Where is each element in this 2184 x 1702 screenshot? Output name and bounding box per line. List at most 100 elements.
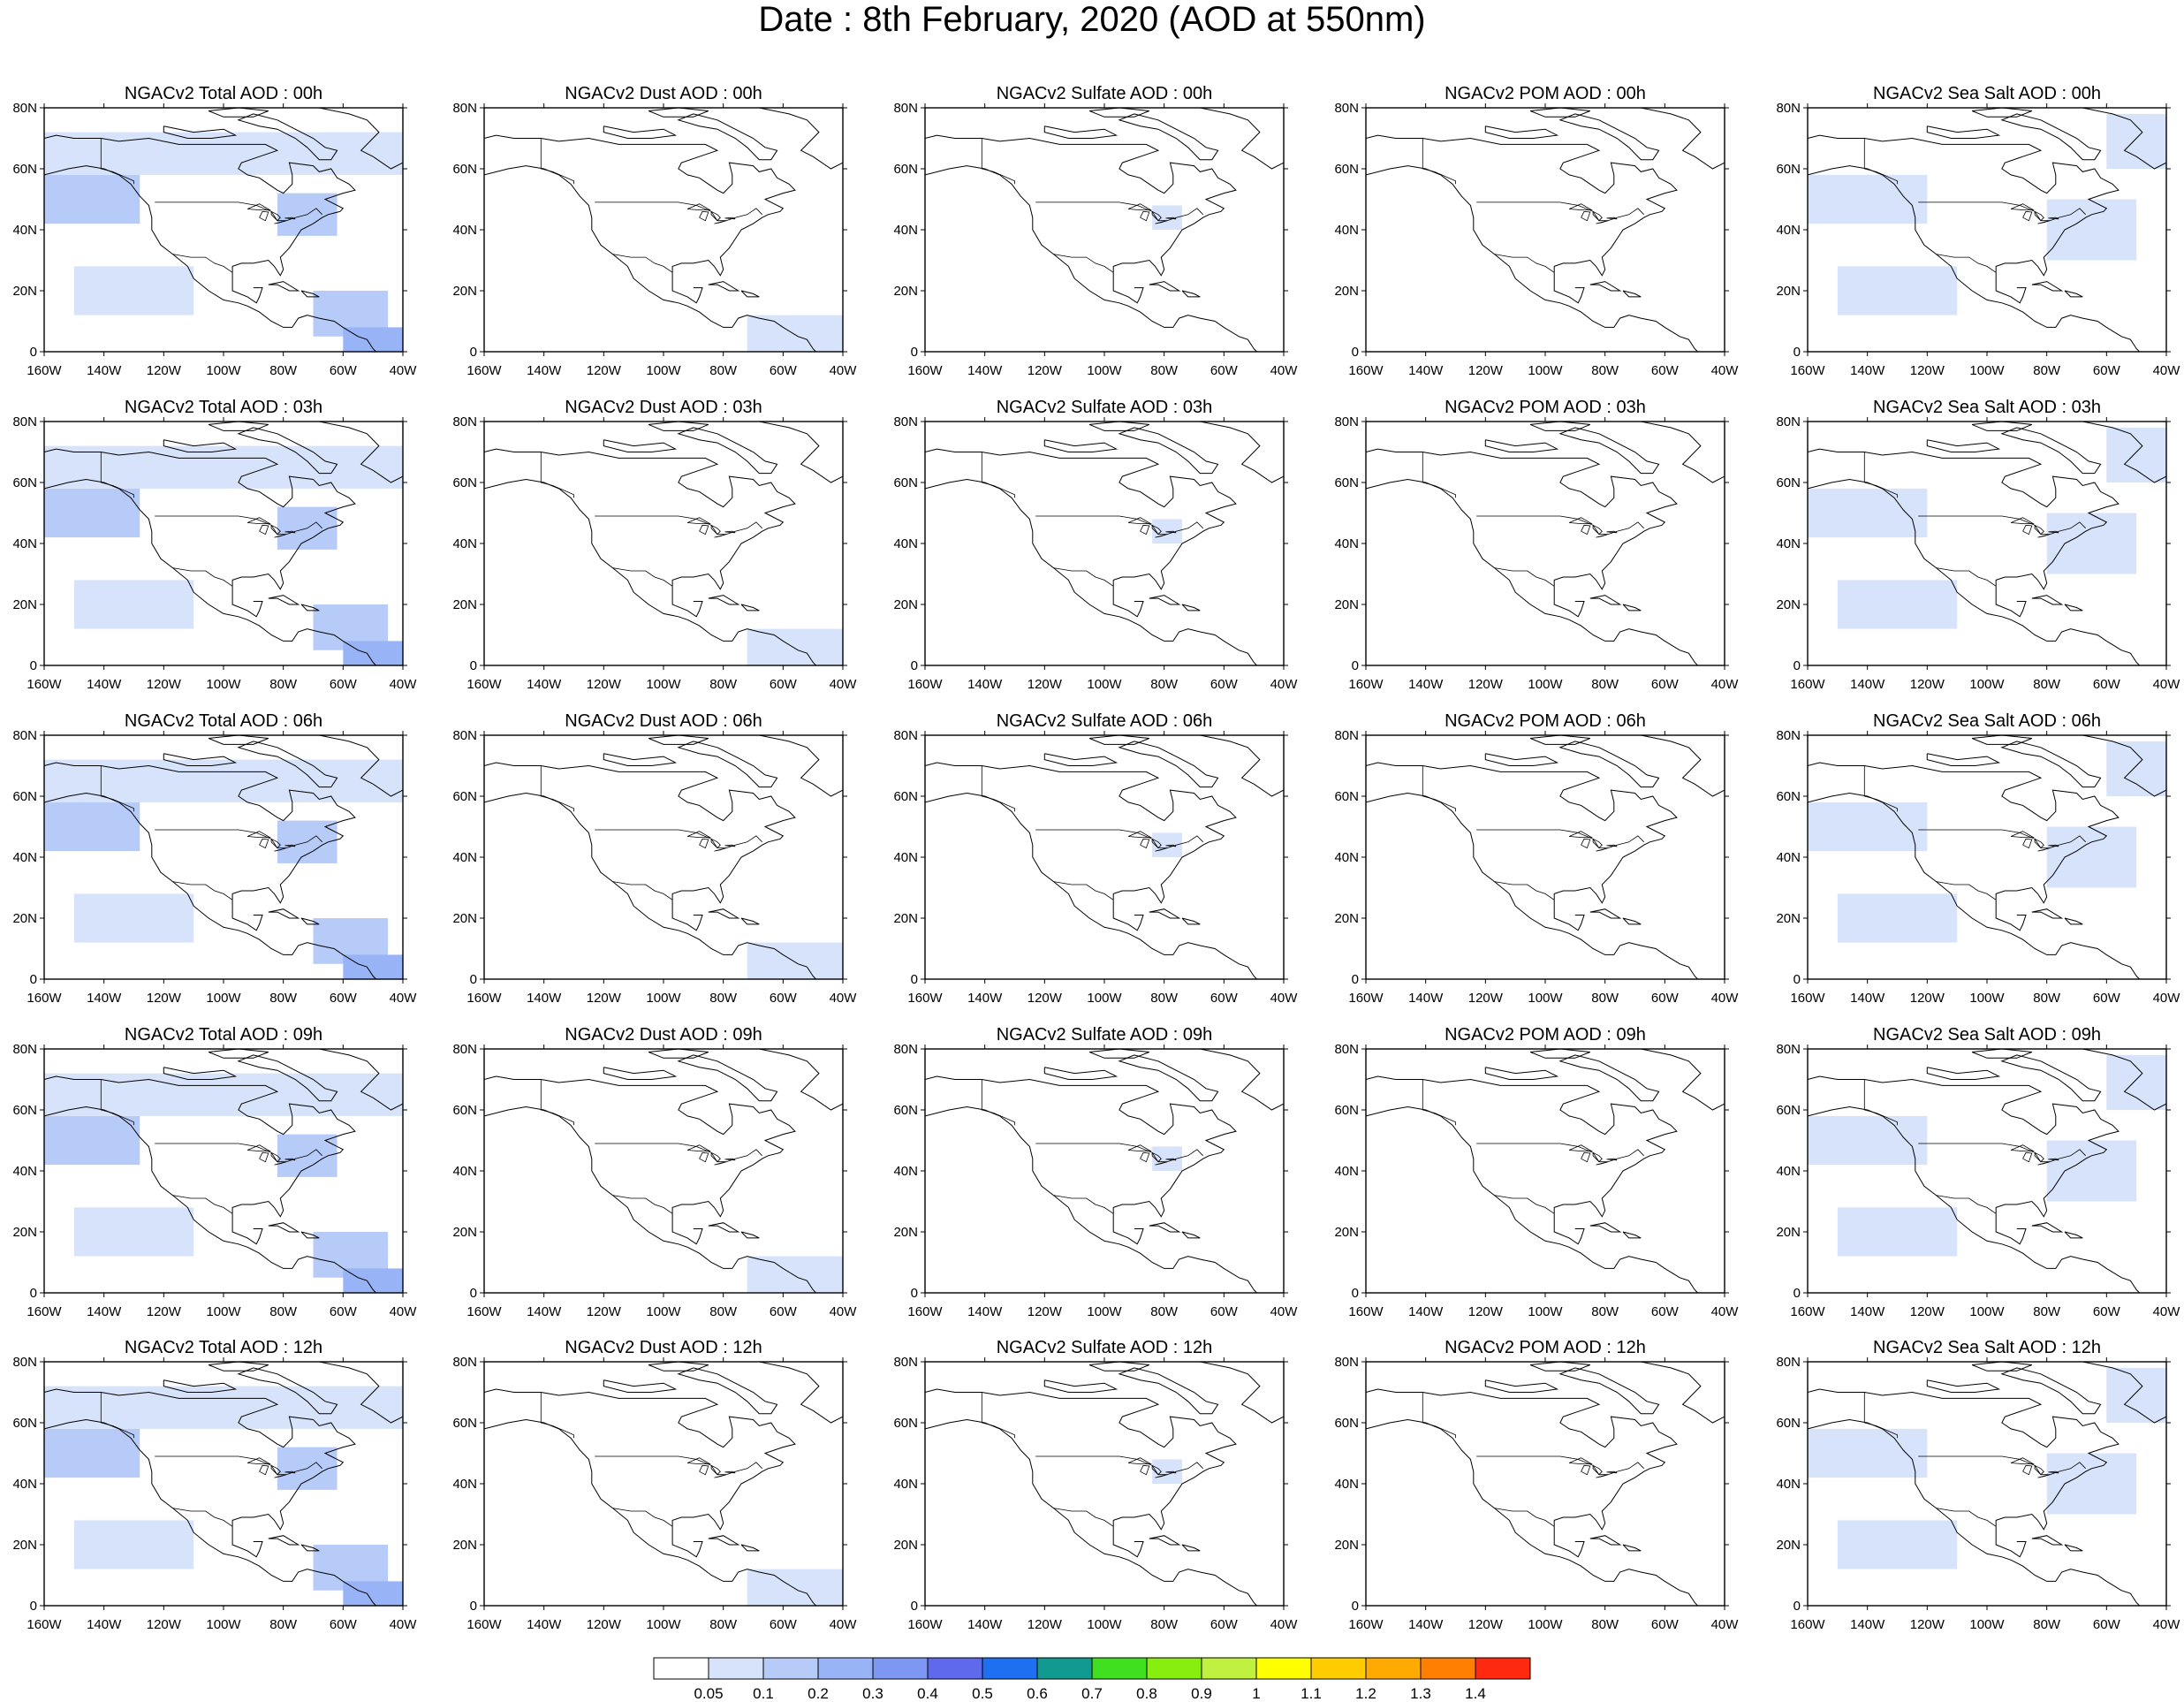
country-border: [1035, 829, 1203, 848]
coastline: [925, 1418, 1257, 1606]
lake-outline: [714, 1161, 727, 1166]
lake-outline: [1606, 1158, 1618, 1161]
lake-outline: [699, 524, 709, 536]
colorbar-label: 0.7: [1081, 1685, 1103, 1702]
country-border: [155, 829, 322, 848]
coastline: [231, 1526, 263, 1558]
coastline: [1149, 281, 1181, 292]
country-border: [100, 765, 134, 812]
country-border: [1035, 201, 1203, 222]
lat-tick-label: 80N: [452, 1355, 477, 1370]
colorbar-label: 0.5: [972, 1685, 993, 1702]
coastline: [231, 900, 263, 931]
lon-tick-label: 160W: [907, 1304, 943, 1319]
lat-tick-label: 60N: [1776, 475, 1801, 490]
lat-tick-label: 20N: [1334, 1225, 1359, 1240]
lat-tick-label: 20N: [1776, 597, 1801, 612]
lake-outline: [1568, 517, 1593, 524]
coastline: [268, 281, 300, 292]
map-panel: NGACv2 Sulfate AOD : 06h 80N 60N 40N 20N 0 160…: [893, 711, 1298, 1006]
coastline: [925, 165, 1257, 352]
lon-tick-label: 140W: [87, 1617, 122, 1632]
coastline: [231, 272, 263, 304]
lake-outline: [1165, 1470, 1177, 1474]
map-panel: NGACv2 Total AOD : 06h 80N 60N 40N 20N 0 160W 1…: [12, 711, 417, 1006]
aod-field-cell: [2046, 1453, 2137, 1515]
coastline: [319, 1362, 403, 1424]
aod-field-cell: [747, 628, 843, 665]
lake-outline: [1140, 1464, 1150, 1476]
lon-tick-label: 120W: [1468, 1617, 1504, 1632]
aod-field-cell: [747, 1256, 843, 1293]
lon-tick-label: 60W: [1210, 677, 1239, 692]
aod-field-cell: [747, 942, 843, 979]
coastline: [925, 1388, 1237, 1531]
country-border: [1053, 1195, 1114, 1214]
lat-tick-label: 60N: [893, 162, 918, 177]
coastline: [1112, 272, 1144, 304]
lon-tick-label: 80W: [2033, 1617, 2061, 1632]
lon-tick-label: 160W: [907, 991, 943, 1006]
lon-tick-label: 120W: [147, 677, 182, 692]
lat-tick-label: 20N: [1776, 284, 1801, 299]
lat-tick-label: 40N: [12, 1164, 37, 1179]
lake-outline: [2037, 1161, 2051, 1166]
coastline: [1589, 908, 1622, 919]
map-panel: NGACv2 Total AOD : 12h 80N 60N 40N 20N 0 160W 1…: [12, 1338, 417, 1632]
lat-tick-label: 60N: [1334, 789, 1359, 804]
lat-tick-label: 80N: [12, 101, 37, 116]
map-panel: NGACv2 Sea Salt AOD : 09h 80N 60N 40N 20N 0 16…: [1776, 1025, 2180, 1319]
lon-tick-label: 40W: [2153, 991, 2181, 1006]
lat-tick-label: 40N: [452, 1164, 477, 1179]
lake-outline: [284, 844, 296, 847]
coastline: [2031, 1222, 2064, 1233]
aod-field-cell: [343, 641, 403, 665]
lon-tick-label: 160W: [907, 363, 943, 378]
lon-tick-label: 80W: [1150, 991, 1179, 1006]
lon-tick-label: 100W: [1087, 991, 1122, 1006]
map-panel: NGACv2 POM AOD : 06h 80N 60N 40N 20N 0 160W 140…: [1334, 711, 1739, 1006]
lat-tick-label: 40N: [1776, 223, 1801, 238]
coastline: [300, 1544, 320, 1552]
coastline: [1366, 478, 1698, 665]
lon-tick-label: 160W: [466, 677, 502, 692]
colorbar-label: 1.2: [1355, 1685, 1376, 1702]
lake-outline: [246, 1457, 271, 1464]
lake-outline: [1606, 1470, 1618, 1474]
colorbar-box: [982, 1657, 1038, 1680]
lon-tick-label: 140W: [967, 677, 1003, 692]
coastline: [708, 1535, 740, 1546]
panel-title: NGACv2 Sea Salt AOD : 00h: [1873, 84, 2101, 103]
panel-title: NGACv2 Sea Salt AOD : 03h: [1873, 398, 2101, 417]
lon-tick-label: 160W: [27, 991, 62, 1006]
lon-tick-label: 140W: [967, 1304, 1003, 1319]
country-border: [172, 881, 233, 900]
lake-outline: [246, 1144, 271, 1151]
country-border: [1053, 254, 1114, 273]
lat-tick-label: 60N: [1776, 1103, 1801, 1118]
lat-tick-label: 80N: [893, 728, 918, 743]
colorbar-label: 1: [1252, 1685, 1260, 1702]
coastline: [319, 422, 403, 483]
lake-outline: [2034, 1464, 2044, 1476]
colorbar-box: [1146, 1657, 1202, 1680]
panel-title: NGACv2 Dust AOD : 09h: [565, 1025, 762, 1045]
lon-tick-label: 80W: [709, 1617, 738, 1632]
lon-tick-label: 80W: [1150, 1617, 1179, 1632]
coastline: [2082, 1362, 2166, 1424]
coastline: [759, 1362, 843, 1424]
panel-title: NGACv2 Sulfate AOD : 00h: [997, 84, 1213, 103]
lat-tick-label: 40N: [893, 223, 918, 238]
coastline: [1926, 1379, 2001, 1393]
lon-tick-label: 60W: [770, 1304, 798, 1319]
lake-outline: [686, 203, 711, 211]
lat-tick-label: 20N: [452, 597, 477, 612]
lake-outline: [270, 524, 281, 536]
colorbar-box: [1310, 1657, 1367, 1680]
lat-tick-label: 40N: [893, 536, 918, 551]
country-border: [595, 1143, 762, 1163]
lat-tick-label: 20N: [1776, 911, 1801, 926]
lat-tick-label: 80N: [1334, 101, 1359, 116]
lon-tick-label: 120W: [587, 1617, 622, 1632]
coastline: [44, 792, 376, 979]
